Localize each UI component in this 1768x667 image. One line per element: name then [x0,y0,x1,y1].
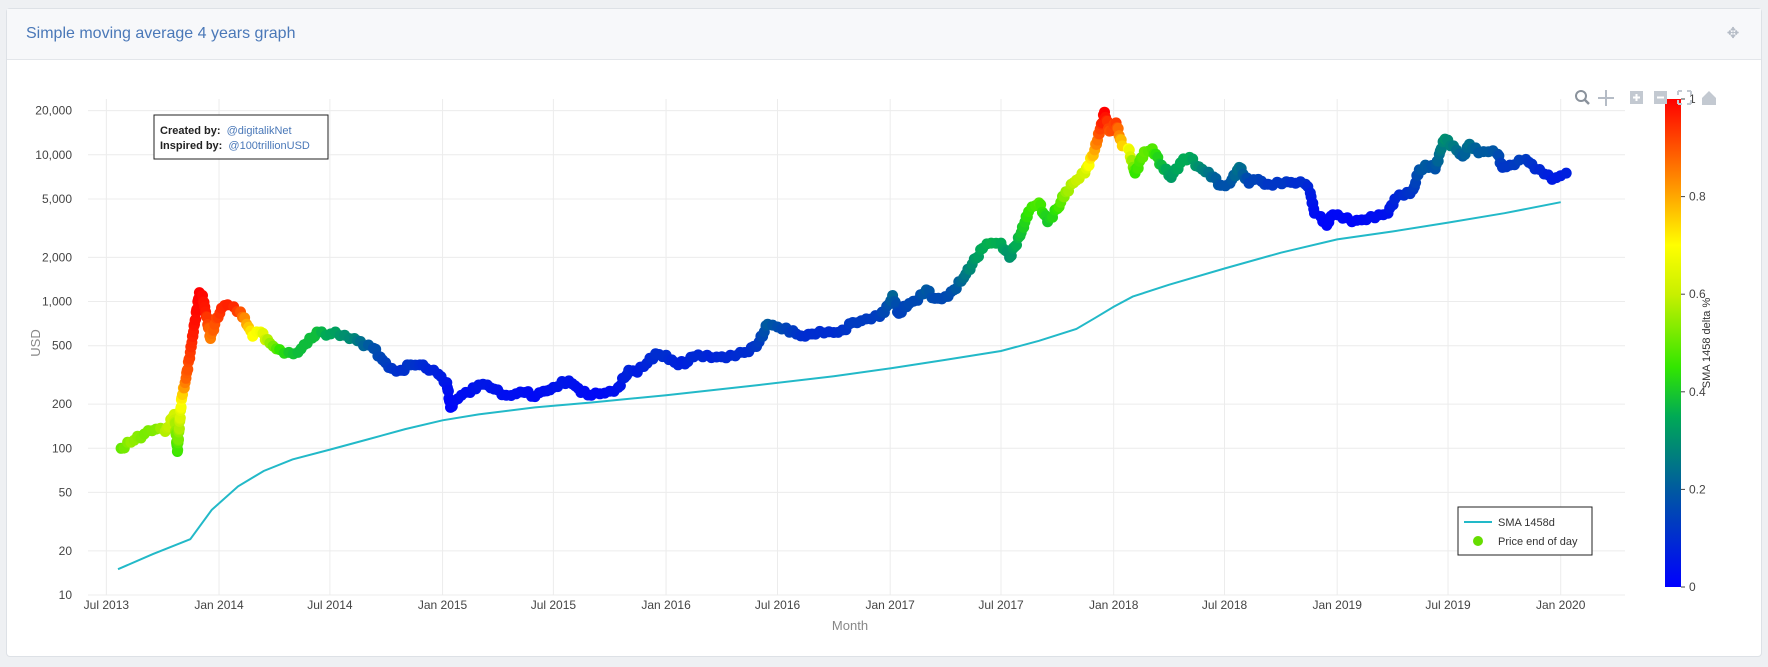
x-tick-label: Jul 2016 [755,598,801,612]
inspired-by-link[interactable]: @100trillionUSD [228,140,310,152]
x-tick-label: Jul 2017 [978,598,1024,612]
colorbar-title: SMA 1458 delta % [1701,298,1713,389]
chart-modebar [1575,90,1716,106]
y-tick-label: 5,000 [42,192,72,206]
y-axis: 10 20 50 100 200 500 1,000 2,000 5,000 10,000 20,0… [35,104,72,602]
colorbar-tick-label: 0.6 [1689,287,1706,301]
legend-price-swatch [1473,536,1483,546]
legend-item-price[interactable]: Price end of day [1473,536,1578,548]
panel-header: Simple moving average 4 years graph ✥ [7,9,1761,60]
x-tick-label: Jan 2018 [1089,598,1139,612]
svg-text:Inspired by: @100trillio: Inspired by: @100trillionUSD [160,140,310,152]
zoom-out-icon[interactable] [1654,91,1667,104]
pan-icon[interactable] [1598,90,1614,106]
created-by-label: Created by: [160,125,221,137]
sma-line [117,201,1561,571]
y-tick-label: 10 [59,588,73,602]
y-tick-label: 2,000 [42,250,72,264]
x-tick-label: Jan 2016 [641,598,691,612]
colorbar-tick-label: 0.2 [1689,482,1706,496]
x-tick-label: Jan 2019 [1312,598,1362,612]
colorbar-tick-label: 0 [1689,580,1696,594]
sma-series [117,201,1561,571]
x-tick-label: Jan 2015 [418,598,468,612]
colorbar: 0 0.2 0.4 0.6 0.8 1 SMA 1458 delta % [1665,92,1713,594]
svg-text:Created by: @digitalikNe: Created by: @digitalikNet [160,125,292,137]
colorbar-tick-label: 0.8 [1689,190,1706,204]
colorbar-tick-label: 0.4 [1689,385,1706,399]
price-series [115,106,1572,457]
x-tick-label: Jul 2013 [84,598,130,612]
attribution-box: Created by: @digitalikNet Inspired by: @… [153,114,329,160]
y-tick-label: 20,000 [35,104,72,118]
move-arrows-icon[interactable]: ✥ [1726,25,1740,42]
zoom-in-icon[interactable] [1630,91,1643,104]
x-tick-label: Jul 2018 [1202,598,1248,612]
y-tick-label: 500 [52,339,72,353]
y-axis-title: USD [28,329,43,356]
colorbar-tick-label: 1 [1689,92,1696,106]
y-tick-label: 100 [52,441,72,455]
reset-axes-icon[interactable] [1702,91,1716,105]
y-tick-label: 50 [59,485,73,499]
x-axis-title: Month [832,618,868,633]
y-tick-label: 20 [59,544,73,558]
legend-sma-label: SMA 1458d [1498,517,1555,529]
y-tick-label: 1,000 [42,295,72,309]
x-axis: Jul 2013 Jan 2014 Jul 2014 Jan 2015 Jul 2015… [84,598,1586,612]
x-tick-label: Jan 2014 [194,598,244,612]
legend-item-sma[interactable]: SMA 1458d [1464,517,1555,529]
autoscale-icon[interactable] [1677,90,1692,105]
colorbar-gradient [1665,99,1681,587]
price-point [1560,167,1572,179]
legend-price-label: Price end of day [1498,536,1578,548]
x-tick-label: Jan 2020 [1536,598,1586,612]
chart-grid [88,99,1625,596]
colorbar-ticks: 0 0.2 0.4 0.6 0.8 1 [1681,92,1706,594]
y-tick-label: 10,000 [35,148,72,162]
x-tick-label: Jul 2015 [531,598,577,612]
x-tick-label: Jul 2019 [1425,598,1471,612]
zoom-icon[interactable] [1575,90,1590,105]
panel-title: Simple moving average 4 years graph [26,25,296,42]
x-tick-label: Jan 2017 [865,598,915,612]
y-tick-label: 200 [52,397,72,411]
x-tick-label: Jul 2014 [307,598,353,612]
chart-legend: SMA 1458d Price end of day [1457,506,1593,556]
created-by-link[interactable]: @digitalikNet [227,125,292,137]
inspired-by-label: Inspired by: [160,140,222,152]
